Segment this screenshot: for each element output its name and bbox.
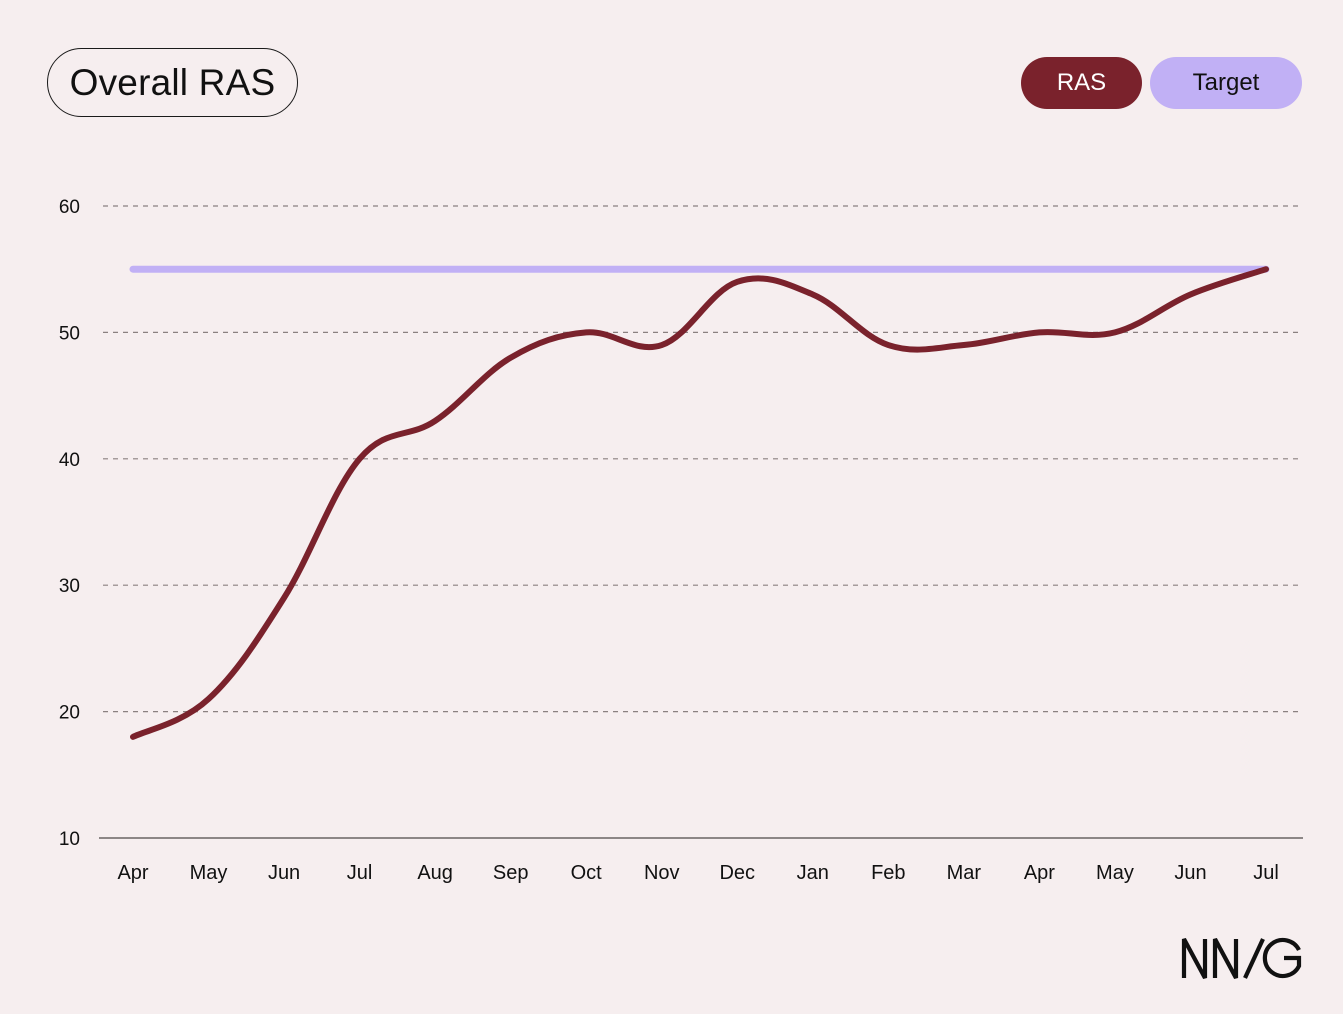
x-tick-label: Jul [347,862,373,884]
y-tick-label: 20 [59,703,80,724]
x-tick-label: Sep [493,862,529,884]
x-tick-label: Oct [571,862,603,884]
legend-item-target[interactable]: Target [1150,57,1302,109]
y-tick-label: 40 [59,450,80,471]
x-tick-label: Jun [268,862,300,884]
x-tick-label: Nov [644,862,680,884]
series-layer [129,265,1270,740]
series-line-ras [130,266,1269,740]
x-tick-label: Jan [797,862,829,884]
legend-item-ras[interactable]: RAS [1021,57,1142,109]
x-tick-label: Mar [947,862,982,884]
x-axis-labels: Apr May Jun Jul Aug Sep Oct Nov Dec Jan Feb Mar Apr M… [117,862,1278,884]
x-tick-label: Apr [1024,862,1055,884]
y-tick-label: 30 [59,576,80,597]
y-tick-label: 60 [59,197,80,218]
x-tick-label: Dec [719,862,755,884]
y-axis-labels: 10 20 30 40 50 60 [59,197,80,850]
x-tick-label: May [190,862,228,884]
legend: RAS Target [1021,57,1302,109]
x-tick-label: May [1096,862,1134,884]
x-tick-label: Jul [1253,862,1279,884]
x-tick-label: Feb [871,862,905,884]
x-tick-label: Aug [417,862,453,884]
grid-layer [99,205,1303,839]
y-tick-label: 50 [59,323,80,344]
x-tick-label: Apr [117,862,148,884]
x-tick-label: Jun [1174,862,1206,884]
nng-logo [1181,937,1302,979]
chart-title: Overall RAS [47,48,298,117]
y-tick-label: 10 [59,829,80,850]
